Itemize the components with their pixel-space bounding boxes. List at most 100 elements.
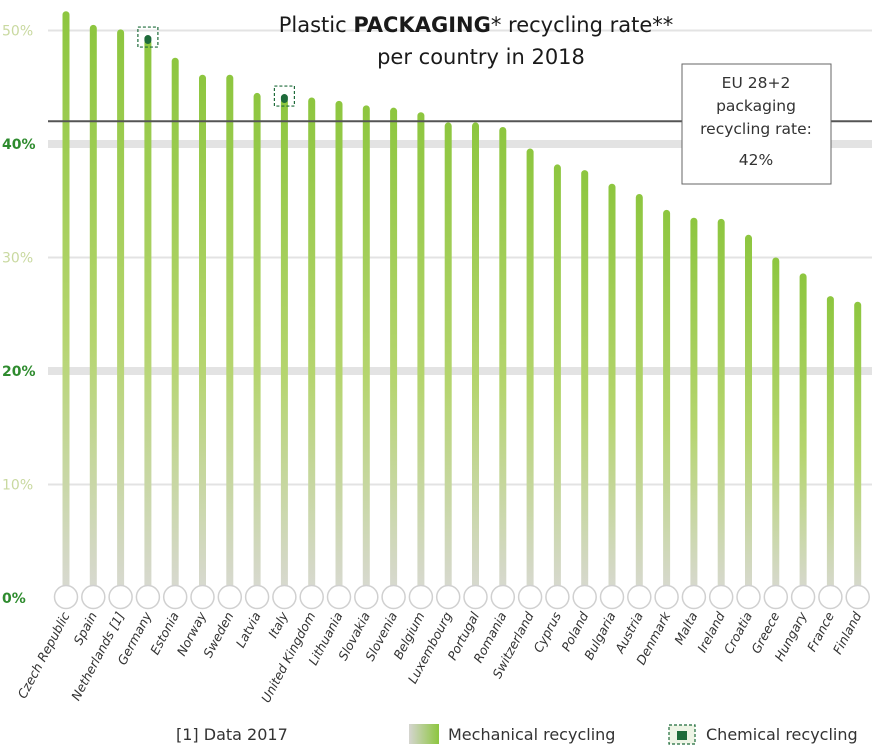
legend-swatch-chemical-fill <box>677 731 687 740</box>
category-marker <box>190 584 215 610</box>
gridline <box>48 29 872 32</box>
chart-title: Plastic PACKAGING* recycling rate** per … <box>279 13 674 69</box>
category-marker <box>435 584 461 610</box>
category-marker <box>326 584 352 610</box>
bar <box>581 170 589 599</box>
bar <box>553 164 561 598</box>
bar <box>62 11 70 598</box>
y-tick-label: 10% <box>2 478 33 494</box>
category-marker <box>381 584 406 610</box>
bar <box>635 193 643 598</box>
category-marker <box>790 584 816 610</box>
bars <box>62 11 862 599</box>
category-marker <box>81 584 106 610</box>
bar <box>608 183 616 598</box>
category-marker <box>354 584 379 610</box>
gridline <box>48 367 872 375</box>
eu-label-line-4: 42% <box>739 151 773 169</box>
bar <box>199 74 206 598</box>
category-marker <box>681 584 707 610</box>
gridline <box>48 140 872 148</box>
category-marker <box>217 584 243 610</box>
category-marker <box>490 584 516 610</box>
bar <box>89 24 97 598</box>
bar <box>226 74 234 598</box>
bar <box>253 92 261 599</box>
y-tick-label: 40% <box>2 137 36 153</box>
category-marker <box>272 584 297 610</box>
bar <box>826 296 834 598</box>
x-tick-label: Italy <box>265 609 291 641</box>
bar <box>799 273 807 598</box>
y-tick-label: 0% <box>2 591 26 607</box>
x-tick-label: Czech Republic <box>14 609 72 701</box>
legend-swatch-mechanical <box>409 724 439 744</box>
bar <box>117 29 125 599</box>
category-marker <box>818 584 843 610</box>
y-tick-label: 50% <box>2 24 33 40</box>
bar <box>854 301 862 598</box>
bar <box>772 257 780 598</box>
category-marker <box>108 584 133 610</box>
chemical-bar-segment <box>280 94 288 104</box>
svg-text:Plastic PACKAGING* recycling r: Plastic PACKAGING* recycling rate** <box>279 13 674 37</box>
x-tick-label: Malta <box>671 609 700 646</box>
chemical-highlight-box <box>273 85 295 107</box>
category-marker <box>654 584 679 610</box>
bar <box>417 112 425 598</box>
eu-label-line-3: recycling rate: <box>700 120 812 138</box>
category-marker <box>408 584 434 610</box>
title-part-2: * recycling rate** <box>491 13 673 37</box>
category-markers <box>53 584 870 610</box>
category-marker <box>599 584 625 610</box>
eu-reference-box: EU 28+2 packaging recycling rate: 42% <box>681 63 832 185</box>
bar <box>717 218 725 598</box>
category-marker <box>463 584 488 610</box>
category-marker <box>736 584 761 610</box>
category-marker <box>53 584 79 610</box>
bar <box>499 126 507 598</box>
category-marker <box>135 584 161 610</box>
bar <box>280 98 288 598</box>
chemical-highlight-box <box>137 26 159 48</box>
bar <box>144 39 152 598</box>
category-marker <box>763 584 789 610</box>
bar <box>335 100 343 599</box>
gridline <box>48 256 872 259</box>
bar <box>745 234 752 599</box>
bar <box>472 122 479 598</box>
category-marker <box>299 584 324 610</box>
eu-label-line-1: EU 28+2 <box>722 74 791 92</box>
x-tick-label: Latvia <box>233 609 264 650</box>
category-marker <box>545 584 570 610</box>
gridlines <box>48 29 872 486</box>
bar <box>526 148 534 599</box>
bar <box>308 97 316 598</box>
category-marker <box>845 584 870 610</box>
bar <box>444 122 452 598</box>
category-marker <box>627 584 652 610</box>
legend: Mechanical recycling Chemical recycling <box>409 724 858 745</box>
legend-label-mechanical: Mechanical recycling <box>448 725 615 744</box>
y-axis: 50% 40% 30% 20% 10% 0% <box>2 24 36 608</box>
footnote: [1] Data 2017 <box>176 725 288 744</box>
category-marker <box>244 584 270 610</box>
gridline <box>48 483 872 486</box>
title-bold: PACKAGING <box>353 13 491 37</box>
legend-label-chemical: Chemical recycling <box>706 725 858 744</box>
bar <box>362 105 370 598</box>
chemical-bar-segment <box>144 35 152 45</box>
bar <box>663 209 671 598</box>
title-line-2: per country in 2018 <box>377 45 585 69</box>
x-tick-label: Spain <box>70 609 100 647</box>
category-marker <box>517 584 543 610</box>
y-tick-label: 30% <box>2 251 33 267</box>
bar <box>390 107 398 599</box>
eu-label-line-2: packaging <box>716 97 796 115</box>
category-marker <box>708 584 734 610</box>
category-marker <box>572 584 597 610</box>
bar <box>171 57 179 599</box>
category-marker <box>162 584 188 610</box>
